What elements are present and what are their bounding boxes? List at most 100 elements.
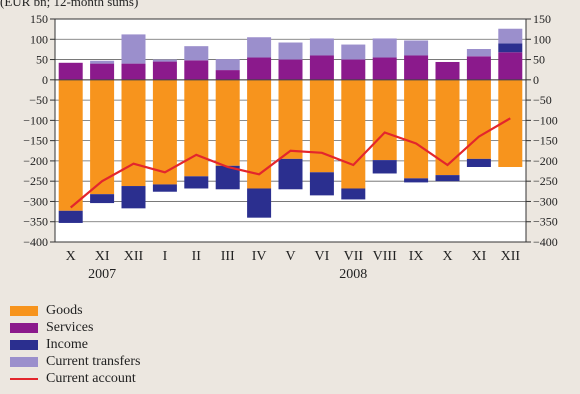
- legend-item-transfers: Current transfers: [10, 353, 140, 370]
- bar-income: [247, 188, 272, 218]
- bar-income: [404, 178, 429, 183]
- bar-transfers: [247, 37, 272, 58]
- bar-services: [278, 59, 303, 80]
- y-tick-label-right: −250: [533, 174, 558, 188]
- bar-transfers: [215, 59, 240, 71]
- bar-services: [435, 61, 460, 80]
- y-tick-label-right: 0: [533, 73, 539, 87]
- x-year-label: 2008: [339, 267, 367, 282]
- x-tick-label: XII: [124, 249, 144, 264]
- bar-income: [341, 188, 366, 200]
- y-tick-label-left: −250: [23, 174, 48, 188]
- chart-svg: 150 150 100 100 50 50 0 0 −50 −50 −100 −100 −150 −150…: [23, 12, 558, 282]
- x-tick-label: III: [221, 249, 235, 264]
- x-tick-label: VII: [344, 249, 364, 264]
- bar-transfers: [341, 44, 366, 60]
- bar-transfers: [90, 60, 115, 64]
- bar-goods: [341, 79, 366, 189]
- legend-swatch-transfers: [10, 356, 38, 367]
- bar-income: [309, 172, 334, 196]
- y-tick-label-left: −150: [23, 134, 48, 148]
- bar-services: [309, 55, 334, 80]
- y-tick-label-right: −350: [533, 215, 558, 229]
- x-tick-label: X: [442, 249, 452, 264]
- legend-item-current_account: Current account: [10, 370, 140, 387]
- y-tick-label-right: 50: [533, 53, 545, 67]
- bar-goods: [121, 79, 146, 187]
- bar-services: [372, 57, 397, 80]
- bar-goods: [309, 79, 334, 173]
- y-tick-label-left: 100: [30, 32, 48, 46]
- y-tick-label-left: −50: [29, 93, 48, 107]
- bar-services: [152, 61, 177, 80]
- x-tick-label: IX: [409, 249, 424, 264]
- bar-goods: [372, 79, 397, 161]
- legend-item-services: Services: [10, 319, 140, 336]
- legend-label: Services: [46, 320, 94, 335]
- bar-services: [90, 63, 115, 80]
- y-tick-label-right: −150: [533, 134, 558, 148]
- plot-frame: [54, 18, 527, 243]
- legend-label: Current transfers: [46, 354, 141, 369]
- bar-services: [498, 52, 523, 80]
- bar-services: [215, 70, 240, 80]
- bar-income: [90, 194, 115, 204]
- y-tick-label-right: −100: [533, 113, 558, 127]
- bar-transfers: [466, 49, 491, 57]
- y-tick-label-right: −50: [533, 93, 552, 107]
- legend-label: Income: [46, 337, 88, 352]
- bar-services: [58, 62, 83, 80]
- bar-services: [184, 60, 209, 80]
- bar-services: [247, 57, 272, 80]
- bar-transfers: [404, 40, 429, 56]
- x-tick-label: V: [285, 249, 295, 264]
- y-tick-label-right: −200: [533, 154, 558, 168]
- bar-services: [121, 63, 146, 80]
- x-tick-label: VIII: [373, 249, 397, 264]
- x-tick-label: XII: [501, 249, 521, 264]
- x-tick-label: IV: [252, 249, 267, 264]
- bar-transfers: [152, 59, 177, 62]
- bar-transfers: [121, 34, 146, 64]
- y-tick-label-left: 0: [42, 73, 48, 87]
- chart: (EUR bn; 12-month sums) 150 150 100 100 50 50…: [0, 0, 558, 282]
- bar-goods: [278, 79, 303, 159]
- y-tick-label-right: −400: [533, 235, 558, 249]
- x-tick-label: I: [163, 249, 168, 264]
- chart-canvas: 150 150 100 100 50 50 0 0 −50 −50 −100 −100 −150 −150…: [23, 12, 558, 282]
- bar-goods: [90, 79, 115, 195]
- y-tick-label-left: −350: [23, 215, 48, 229]
- bar-goods: [215, 79, 240, 166]
- legend: Goods Services Income Current transfers Curr…: [10, 302, 140, 387]
- y-tick-label-left: 150: [30, 12, 48, 26]
- x-tick-label: VI: [315, 249, 330, 264]
- bar-income: [184, 176, 209, 189]
- bar-goods: [435, 79, 460, 176]
- bar-income: [498, 43, 523, 53]
- legend-label: Current account: [46, 371, 136, 386]
- line-current-account: [69, 117, 511, 209]
- bar-income: [152, 184, 177, 192]
- x-tick-label: II: [192, 249, 202, 264]
- y-tick-label-left: −200: [23, 154, 48, 168]
- chart-subtitle: (EUR bn; 12-month sums): [0, 0, 139, 9]
- bar-income: [121, 186, 146, 209]
- bar-income: [435, 175, 460, 182]
- bar-income: [58, 210, 83, 223]
- bar-transfers: [498, 28, 523, 44]
- bar-goods: [58, 79, 83, 211]
- bar-transfers: [184, 46, 209, 61]
- y-tick-label-left: −100: [23, 113, 48, 127]
- x-year-label: 2007: [88, 267, 116, 282]
- x-tick-label: XI: [95, 249, 110, 264]
- legend-swatch-current_account: [10, 377, 38, 380]
- x-tick-label: XI: [472, 249, 487, 264]
- bar-goods: [466, 79, 491, 159]
- bar-transfers: [372, 38, 397, 58]
- legend-item-goods: Goods: [10, 302, 140, 319]
- legend-swatch-services: [10, 322, 38, 333]
- x-tick-label: X: [66, 249, 76, 264]
- bar-transfers: [278, 42, 303, 60]
- bar-income: [372, 160, 397, 174]
- y-tick-label-right: 150: [533, 12, 551, 26]
